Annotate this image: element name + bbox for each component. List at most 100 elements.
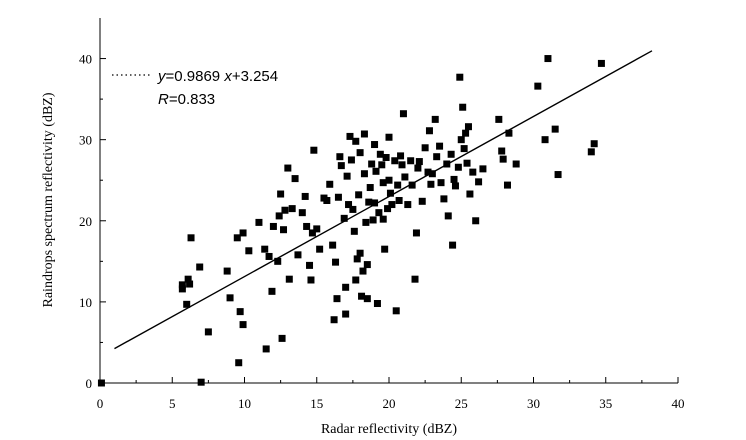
data-point xyxy=(236,308,244,316)
data-point xyxy=(343,172,351,180)
data-point xyxy=(443,160,451,168)
data-point xyxy=(424,168,432,176)
data-point xyxy=(464,123,472,131)
data-point xyxy=(265,252,273,260)
data-point xyxy=(226,294,234,302)
data-point xyxy=(418,197,426,205)
data-point xyxy=(375,209,383,217)
data-point xyxy=(233,234,241,242)
x-tick-label: 25 xyxy=(455,396,468,411)
data-point xyxy=(186,280,194,288)
x-tick-label: 20 xyxy=(383,396,396,411)
fit-line-group xyxy=(114,50,653,350)
legend-r-value: R=0.833 xyxy=(158,91,215,108)
legend-equation-y: y xyxy=(157,68,167,85)
fit-line xyxy=(114,50,653,350)
data-point xyxy=(178,285,186,293)
data-point xyxy=(479,165,487,173)
data-point xyxy=(407,157,415,165)
data-point xyxy=(397,152,405,160)
y-tick-label: 0 xyxy=(86,376,93,391)
data-point xyxy=(472,217,480,225)
data-point xyxy=(350,227,358,235)
data-point xyxy=(427,180,435,188)
data-point xyxy=(385,176,393,184)
data-point xyxy=(352,137,360,145)
data-point xyxy=(444,212,452,220)
data-point xyxy=(378,161,386,169)
data-point xyxy=(360,130,368,138)
data-point xyxy=(307,276,315,284)
data-point xyxy=(388,201,396,209)
y-ticks: 0 10 20 30 40 xyxy=(79,52,106,391)
data-point xyxy=(398,161,406,169)
data-point xyxy=(503,181,511,189)
data-point xyxy=(313,225,321,233)
data-point xyxy=(294,251,302,259)
data-point xyxy=(285,275,293,283)
y-tick-label: 40 xyxy=(79,52,92,67)
data-point xyxy=(394,181,402,189)
data-point xyxy=(239,321,247,329)
data-point xyxy=(347,156,355,164)
data-point xyxy=(512,160,520,168)
data-point xyxy=(499,155,507,163)
data-point xyxy=(376,150,384,158)
data-point xyxy=(284,164,292,172)
data-point xyxy=(372,167,380,175)
data-point xyxy=(346,132,354,140)
data-point xyxy=(184,275,192,283)
x-tick-label: 30 xyxy=(527,396,540,411)
data-point xyxy=(554,171,562,179)
data-point xyxy=(245,247,253,255)
data-point xyxy=(587,148,595,156)
data-point xyxy=(235,359,243,367)
data-point xyxy=(308,229,316,237)
x-tick-label: 5 xyxy=(169,396,176,411)
legend-equation-rest: +3.254 xyxy=(232,68,278,85)
data-point xyxy=(590,140,598,148)
data-point xyxy=(436,142,444,150)
y-tick-label: 20 xyxy=(79,214,92,229)
data-point xyxy=(460,145,468,153)
x-axis-title: Radar reflectivity (dBZ) xyxy=(321,422,457,437)
data-point xyxy=(391,157,399,165)
data-point xyxy=(382,154,390,162)
data-point xyxy=(392,307,400,315)
data-point xyxy=(342,283,350,291)
data-point xyxy=(541,136,549,144)
data-point xyxy=(356,149,364,157)
data-point xyxy=(352,276,360,284)
data-point xyxy=(356,249,364,257)
data-point xyxy=(597,59,605,67)
data-point xyxy=(451,182,459,190)
data-point xyxy=(386,189,394,197)
data-point xyxy=(298,209,306,217)
legend-equation: y=0.9869 x+3.254 xyxy=(157,68,278,85)
data-point xyxy=(262,345,270,353)
legend-equation-eq: =0.9869 xyxy=(166,68,225,85)
data-point xyxy=(281,206,289,214)
data-point xyxy=(316,245,324,253)
data-point xyxy=(414,164,422,172)
data-point xyxy=(466,190,474,198)
data-point xyxy=(437,179,445,187)
data-point xyxy=(505,129,513,137)
data-point xyxy=(399,110,407,118)
data-point xyxy=(355,191,363,199)
data-point xyxy=(369,216,377,224)
data-point xyxy=(334,193,342,201)
data-point xyxy=(411,275,419,283)
data-point xyxy=(178,281,186,289)
data-point xyxy=(362,218,370,226)
data-point xyxy=(385,133,393,141)
data-point xyxy=(412,229,420,237)
data-point xyxy=(345,201,353,209)
data-point xyxy=(187,234,195,242)
data-point xyxy=(268,287,276,295)
data-point xyxy=(363,295,371,303)
data-point xyxy=(462,129,470,137)
data-point xyxy=(332,258,340,266)
data-point xyxy=(544,55,552,63)
